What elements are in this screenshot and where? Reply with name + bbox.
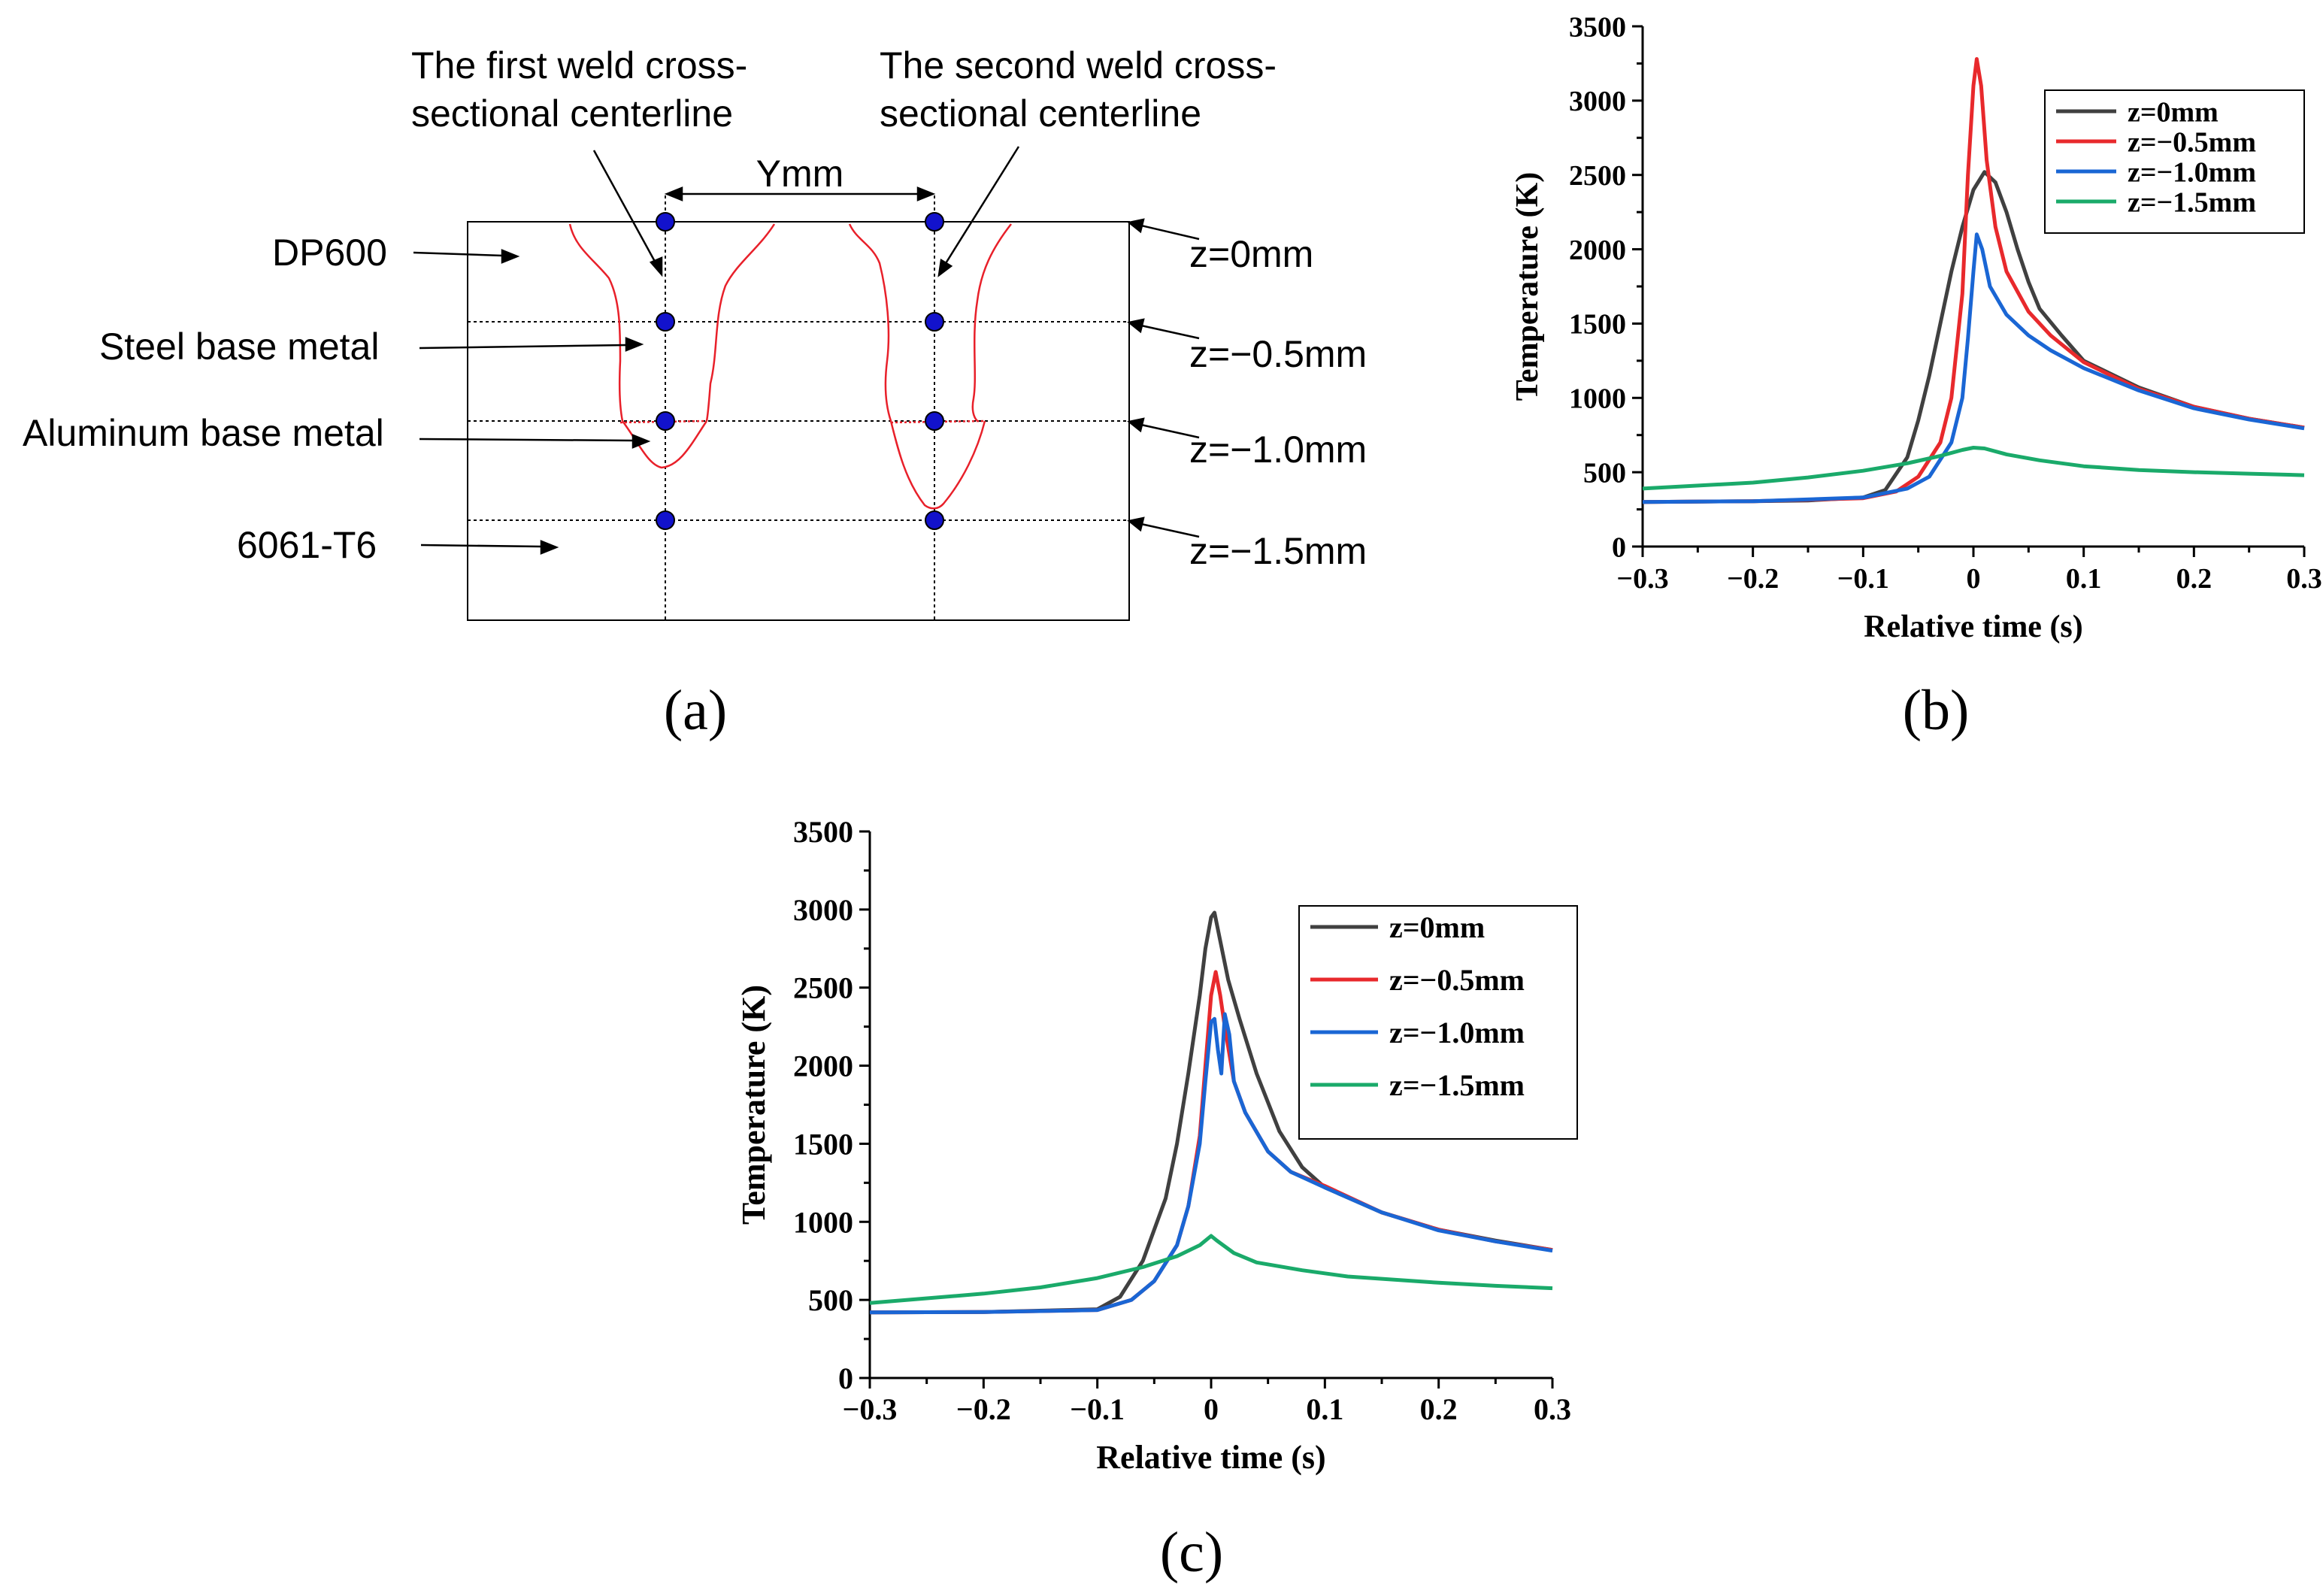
x-tick-label: −0.3 <box>1616 563 1668 595</box>
y-tick-label: 3000 <box>793 893 853 927</box>
legend-label-3: z=−1.5mm <box>2128 186 2256 218</box>
legend-box <box>2044 89 2305 234</box>
chart-c: −0.3 −0.2 −0.1 0 0.1 0.2 0.3 0 500 1000 1500 2000 25… <box>735 815 1578 1476</box>
second-centerline-label-line2: sectional centerline <box>880 92 1201 135</box>
x-tick-label: 0.2 <box>2176 563 2212 595</box>
series-line-1 <box>1642 57 2305 504</box>
legend-label-2: z=−1.0mm <box>2128 156 2256 188</box>
x-tick-label: 0.3 <box>1534 1392 1571 1426</box>
x-tick-label: 0.1 <box>1306 1392 1343 1426</box>
first-centerline-label-line1: The first weld cross- <box>411 44 747 86</box>
series-line-2 <box>869 1012 1553 1315</box>
legend-label-1: z=−0.5mm <box>1389 963 1525 997</box>
legend-label-2: z=−1.0mm <box>1389 1016 1525 1049</box>
label-steel-base-metal: Steel base metal <box>99 326 379 368</box>
point-weld2-z10 <box>925 411 944 431</box>
left-label-arrows <box>413 249 651 555</box>
point-weld2-z05 <box>925 312 944 332</box>
y-tick-label: 0 <box>838 1361 853 1395</box>
y-tick-label: 0 <box>1612 531 1626 563</box>
point-weld1-z0 <box>656 212 675 232</box>
legend-label-0: z=0mm <box>2128 96 2219 128</box>
chart-b: −0.3 −0.2 −0.1 0 0.1 0.2 0.3 0 500 1000 1500 2000 25… <box>1510 11 2322 644</box>
y-tick-label: 500 <box>1583 457 1626 489</box>
series-line-3 <box>869 1234 1553 1305</box>
annotation-leaders <box>592 146 1020 277</box>
z-label-1.5: z=−1.5mm <box>1189 530 1367 572</box>
legend-label-3: z=−1.5mm <box>1389 1068 1525 1102</box>
point-weld2-z15 <box>925 510 944 530</box>
x-tick-label: −0.1 <box>1070 1392 1125 1426</box>
y-tick-label: 1000 <box>793 1205 853 1239</box>
first-centerline-label-line2: sectional centerline <box>411 92 733 135</box>
y-tick-label: 1000 <box>1569 383 1626 415</box>
z-label-1.0: z=−1.0mm <box>1189 429 1367 471</box>
legend-box <box>1298 905 1578 1140</box>
legend-label-0: z=0mm <box>1389 910 1485 944</box>
second-weld-outline <box>848 223 1012 510</box>
label-dp600: DP600 <box>272 232 387 274</box>
x-tick-label: −0.1 <box>1837 563 1889 595</box>
panel-a-schematic: Ymm The first weld cross- sectional cent… <box>23 44 1367 742</box>
panel-b-label: (b) <box>1903 679 1970 742</box>
y-tick-label: 2000 <box>793 1049 853 1083</box>
y-tick-label: 2500 <box>793 971 853 1005</box>
x-tick-label: 0 <box>1204 1392 1219 1426</box>
y-tick-label: 2000 <box>1569 235 1626 266</box>
x-axis-label: Relative time (s) <box>1864 610 2083 644</box>
point-weld1-z10 <box>656 411 675 431</box>
x-tick-label: −0.2 <box>956 1392 1011 1426</box>
measurement-points <box>656 212 944 530</box>
label-aluminum-base-metal: Aluminum base metal <box>23 412 384 454</box>
spacing-label: Ymm <box>756 153 844 195</box>
y-tick-label: 3500 <box>793 815 853 849</box>
y-tick-label: 500 <box>808 1283 853 1317</box>
y-tick-label: 1500 <box>1569 309 1626 341</box>
x-tick-label: 0.3 <box>2286 563 2322 595</box>
legend-label-1: z=−0.5mm <box>2128 126 2256 158</box>
spacing-dimension <box>664 186 936 201</box>
series-line-3 <box>1642 446 2305 491</box>
point-weld1-z15 <box>656 510 675 530</box>
x-tick-label: −0.3 <box>843 1392 898 1426</box>
point-weld1-z05 <box>656 312 675 332</box>
y-tick-label: 1500 <box>793 1127 853 1161</box>
second-centerline-label-line1: The second weld cross- <box>880 44 1277 86</box>
z-label-0.5: z=−0.5mm <box>1189 333 1367 375</box>
point-weld2-z0 <box>925 212 944 232</box>
panel-c-label: (c) <box>1160 1521 1223 1584</box>
z-label-0: z=0mm <box>1189 233 1313 275</box>
panel-a-label: (a) <box>664 679 727 742</box>
x-tick-label: −0.2 <box>1727 563 1779 595</box>
x-axis-label: Relative time (s) <box>1096 1439 1325 1476</box>
y-tick-label: 2500 <box>1569 160 1626 192</box>
x-tick-label: 0.2 <box>1420 1392 1458 1426</box>
x-tick-label: 0 <box>1967 563 1981 595</box>
y-tick-label: 3000 <box>1569 86 1626 117</box>
y-tick-label: 3500 <box>1569 11 1626 43</box>
y-axis-label: Temperature (K) <box>1510 172 1545 401</box>
y-axis-label: Temperature (K) <box>735 985 772 1225</box>
label-6061-t6: 6061-T6 <box>237 524 377 566</box>
z-label-arrows <box>1127 218 1200 538</box>
x-tick-label: 0.1 <box>2066 563 2102 595</box>
series-line-2 <box>1642 232 2305 504</box>
